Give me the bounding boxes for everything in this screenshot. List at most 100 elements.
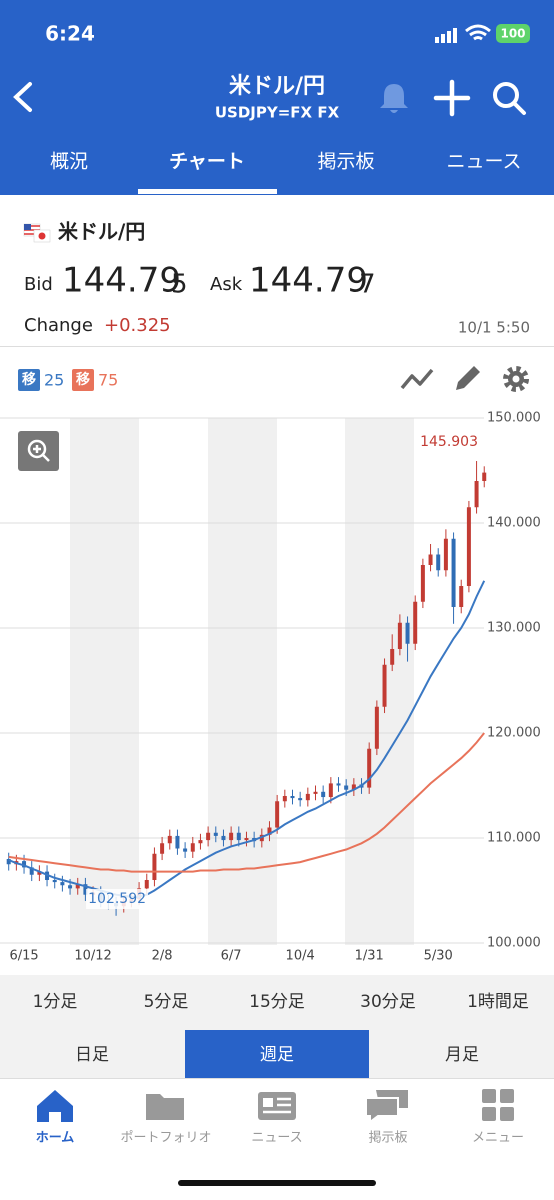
candle-body	[6, 859, 11, 865]
candle-body	[37, 871, 42, 875]
candle-body	[436, 554, 441, 571]
candle-body	[22, 861, 27, 868]
x-tick-label: 2/8	[152, 949, 173, 964]
y-tick-label: 140.000	[487, 516, 541, 531]
add-button[interactable]	[433, 79, 471, 117]
candle-body	[167, 835, 172, 844]
nav-board-icon[interactable]	[365, 1090, 408, 1124]
ask-price: 144.79	[249, 261, 368, 301]
candle-body	[313, 791, 318, 794]
legend-badge-text: 移	[22, 371, 36, 388]
y-tick-label: 100.000	[487, 936, 541, 951]
line-tool[interactable]	[400, 368, 434, 390]
candle-body	[474, 481, 479, 508]
candle-body	[206, 832, 211, 841]
candle-body	[275, 801, 280, 828]
x-tick-label: 10/4	[286, 949, 315, 964]
y-tick-label: 110.000	[487, 831, 541, 846]
candle-body	[282, 796, 287, 802]
candle-body	[367, 748, 372, 788]
period-button[interactable]: 15分足	[249, 992, 305, 1012]
y-tick-label: 150.000	[487, 411, 541, 426]
ask-pip: 7	[359, 270, 376, 300]
x-tick-label: 6/7	[221, 949, 242, 964]
quote-time: 10/1 5:50	[458, 319, 530, 337]
candle-body	[482, 472, 487, 481]
period-button[interactable]: 月足	[445, 1045, 479, 1065]
nav-item[interactable]: 掲示板	[368, 1130, 407, 1146]
back-button[interactable]	[13, 82, 32, 112]
candle-body	[351, 784, 356, 790]
candle-body	[160, 843, 165, 854]
tab[interactable]: ニュース	[446, 151, 521, 173]
candle-body	[190, 843, 195, 852]
period-button[interactable]: 週足	[260, 1045, 294, 1065]
tab-active[interactable]: チャート	[169, 151, 245, 173]
nav-item[interactable]: ポートフォリオ	[120, 1131, 211, 1146]
period-button[interactable]: 日足	[75, 1045, 109, 1065]
period-button[interactable]: 30分足	[360, 992, 416, 1012]
zoom-button[interactable]	[18, 431, 59, 471]
wifi	[465, 24, 491, 41]
nav-home-icon[interactable]	[37, 1090, 73, 1122]
candle-body	[466, 507, 471, 586]
search-button[interactable]	[493, 82, 526, 115]
candle-body	[236, 832, 241, 841]
bid-price: 144.79	[62, 261, 181, 301]
bid-pip: 5	[171, 270, 188, 300]
draw-tool[interactable]	[456, 366, 480, 390]
candle-body	[374, 706, 379, 749]
nav-menu-icon[interactable]	[482, 1089, 514, 1121]
battery-level: 100	[500, 27, 525, 41]
change-value: +0.325	[104, 315, 171, 336]
candle-body	[213, 832, 218, 836]
period-button[interactable]: 5分足	[144, 992, 189, 1012]
period-button[interactable]: 1分足	[33, 992, 78, 1012]
min-label-bg	[86, 889, 149, 909]
candle-body	[75, 884, 80, 889]
legend-label: 25	[44, 371, 64, 390]
ask-label: Ask	[210, 274, 243, 295]
tab[interactable]: 概況	[50, 151, 88, 173]
candle-body	[60, 882, 65, 886]
candle-body	[175, 835, 180, 849]
ma-line	[8, 580, 486, 898]
y-tick-label: 120.000	[487, 726, 541, 741]
candle-body	[290, 796, 295, 799]
nav-item[interactable]: ホーム	[36, 1131, 75, 1146]
signal	[435, 28, 457, 43]
candle-body	[328, 783, 333, 798]
candle-body	[428, 554, 433, 565]
x-tick-label: 10/12	[74, 949, 111, 964]
candle-body	[382, 664, 387, 707]
x-tick-label: 1/31	[355, 949, 384, 964]
candle-body	[344, 785, 349, 790]
candle-body	[459, 586, 464, 607]
candle-body	[152, 853, 157, 880]
candle-body	[321, 791, 326, 798]
candle-body	[267, 827, 272, 835]
clock: 6:24	[45, 22, 95, 46]
tab[interactable]: 掲示板	[317, 151, 374, 173]
max-label: 145.903	[420, 434, 478, 450]
change-label: Change	[24, 315, 93, 336]
nav-news-icon[interactable]	[258, 1092, 296, 1120]
settings[interactable]	[503, 366, 529, 392]
candle-body	[198, 840, 203, 844]
nav-item[interactable]: メニュー	[472, 1131, 524, 1146]
candle-body	[305, 793, 310, 801]
period-button[interactable]: 1時間足	[467, 992, 529, 1012]
legend-label: 75	[98, 371, 118, 390]
candle-body	[420, 565, 425, 602]
x-tick-label: 5/30	[424, 949, 453, 964]
band	[345, 418, 414, 945]
alert-button[interactable]	[380, 84, 408, 113]
flag	[23, 223, 51, 243]
candle-body	[405, 622, 410, 644]
nav-item[interactable]: ニュース	[251, 1131, 302, 1146]
y-tick-label: 130.000	[487, 621, 541, 636]
nav-portfolio-icon[interactable]	[146, 1094, 184, 1120]
candle-body	[443, 538, 448, 571]
bid-label: Bid	[24, 274, 53, 295]
